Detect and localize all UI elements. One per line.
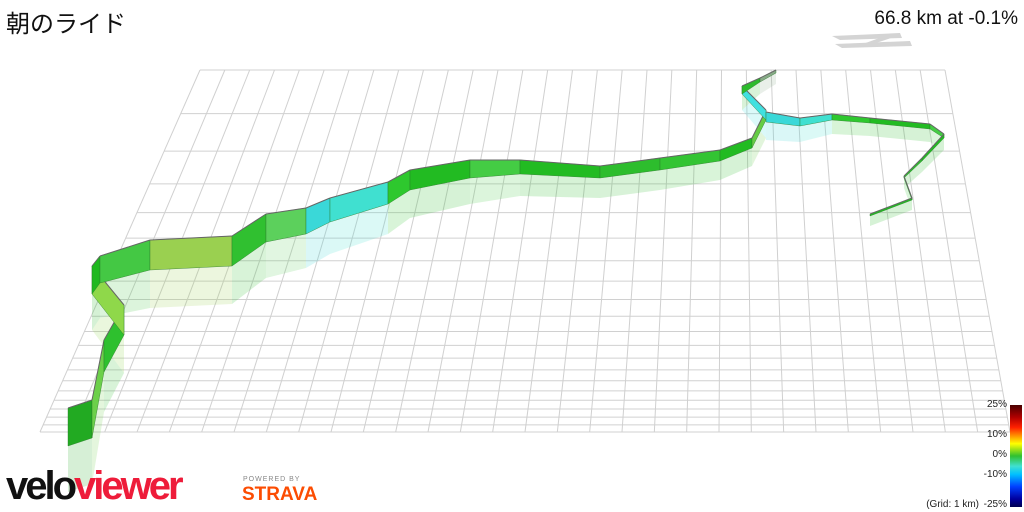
route-reflection — [68, 73, 944, 492]
strava-logo[interactable]: STRAVA — [242, 484, 318, 505]
legend-label-minus25: -25% — [983, 499, 1007, 510]
route-reflection-segment — [904, 161, 922, 188]
grid-line — [894, 69, 946, 433]
grid-line — [395, 69, 474, 433]
grid-line — [653, 69, 673, 433]
grid-line — [845, 69, 882, 433]
route-top-line — [67, 399, 93, 409]
grid-line — [770, 69, 785, 433]
grid-line — [427, 69, 499, 433]
route-reflection-segment — [470, 174, 520, 204]
route-reflection-segment — [266, 234, 306, 278]
route-reflection-segment — [930, 129, 944, 150]
powered-by-label: POWERED BY — [243, 476, 301, 483]
route-reflection-segment — [904, 178, 912, 210]
grid-line — [944, 69, 1011, 433]
grid-line — [919, 69, 979, 433]
grid-line — [201, 69, 325, 433]
route-top-line — [765, 111, 801, 119]
grid-line — [362, 69, 449, 433]
distance-gradient-stats: 66.8 km at -0.1% — [874, 8, 1018, 29]
ground-grid — [39, 69, 1011, 433]
logo-velo: velo — [6, 464, 77, 508]
route-top-line — [329, 181, 389, 199]
route-top-line — [659, 149, 721, 159]
route-top-line — [929, 123, 945, 135]
route-top-line — [409, 159, 471, 171]
logo-viewer: viewer — [74, 464, 184, 508]
route-reflection-segment — [832, 120, 870, 136]
grid-line — [330, 69, 424, 433]
grid-line — [524, 69, 573, 433]
legend-label-minus10: -10% — [983, 469, 1007, 480]
route-reflection-segment — [766, 122, 800, 142]
compass-icon[interactable] — [830, 30, 915, 50]
route-top-line — [231, 213, 267, 237]
grid-line — [745, 69, 752, 433]
route-top-line — [99, 239, 151, 257]
route-reflection-segment — [232, 242, 266, 304]
route-top-line — [903, 157, 923, 177]
route-top-line — [265, 207, 307, 215]
route-top-line — [305, 197, 331, 209]
route-top-line — [869, 117, 931, 125]
grid-line — [492, 69, 549, 433]
route-top-line — [921, 133, 945, 159]
route-top-line — [91, 255, 101, 267]
legend-label-10: 10% — [986, 429, 1007, 440]
grid-line — [233, 69, 350, 433]
route-reflection-segment — [752, 120, 766, 166]
route-top-line — [91, 339, 105, 401]
grid-line — [795, 69, 817, 433]
route-top-line — [869, 197, 913, 215]
route-top-line — [599, 157, 661, 167]
route-reflection-segment — [68, 438, 92, 492]
route-reflection-segment — [600, 170, 660, 198]
route-top-line — [799, 113, 833, 119]
grid-line — [298, 69, 400, 433]
route-top-line — [387, 169, 411, 183]
route-reflection-segment — [150, 266, 232, 308]
route-elevation-wall — [67, 69, 945, 447]
route-top-line — [741, 77, 761, 87]
route-reflection-segment — [922, 138, 944, 172]
route-reflection-segment — [306, 222, 330, 268]
grid-line — [870, 69, 914, 433]
route-reflection-segment — [330, 204, 388, 254]
route-reflection-segment — [92, 372, 104, 484]
route-reflection-segment — [760, 73, 776, 94]
veloviewer-logo[interactable]: veloviewer — [6, 464, 184, 508]
route-reflection-segment — [660, 161, 720, 190]
grid-line — [718, 69, 722, 433]
route-reflection-segment — [104, 335, 124, 412]
route-top-line — [831, 113, 871, 119]
route-reflection-segment — [720, 148, 752, 180]
grid-line — [556, 69, 598, 433]
route-top-line — [759, 69, 777, 79]
route-top-line — [903, 175, 913, 199]
legend-label-25: 25% — [986, 399, 1007, 410]
route-reflection-segment — [800, 120, 832, 142]
grid-line — [265, 69, 375, 433]
route-top-line — [149, 235, 233, 241]
activity-title: 朝のライド — [6, 10, 126, 38]
route-reflection-segment — [870, 123, 930, 142]
route-reflection-segment — [870, 200, 912, 226]
route-segment[interactable] — [149, 235, 233, 271]
grid-line — [589, 69, 623, 433]
route-top-line — [519, 159, 601, 167]
route-reflection-segment — [410, 178, 470, 218]
grid-line — [686, 69, 698, 433]
grid-line — [820, 69, 849, 433]
grid-scale-label: (Grid: 1 km) — [926, 499, 979, 510]
gradient-legend-bar — [1010, 405, 1022, 507]
route-reflection-segment — [520, 174, 600, 198]
route-top-line — [719, 137, 753, 151]
route-reflection-segment — [388, 190, 410, 234]
legend-label-0: 0% — [992, 449, 1007, 460]
grid-line — [459, 69, 524, 433]
grid-line — [621, 69, 648, 433]
